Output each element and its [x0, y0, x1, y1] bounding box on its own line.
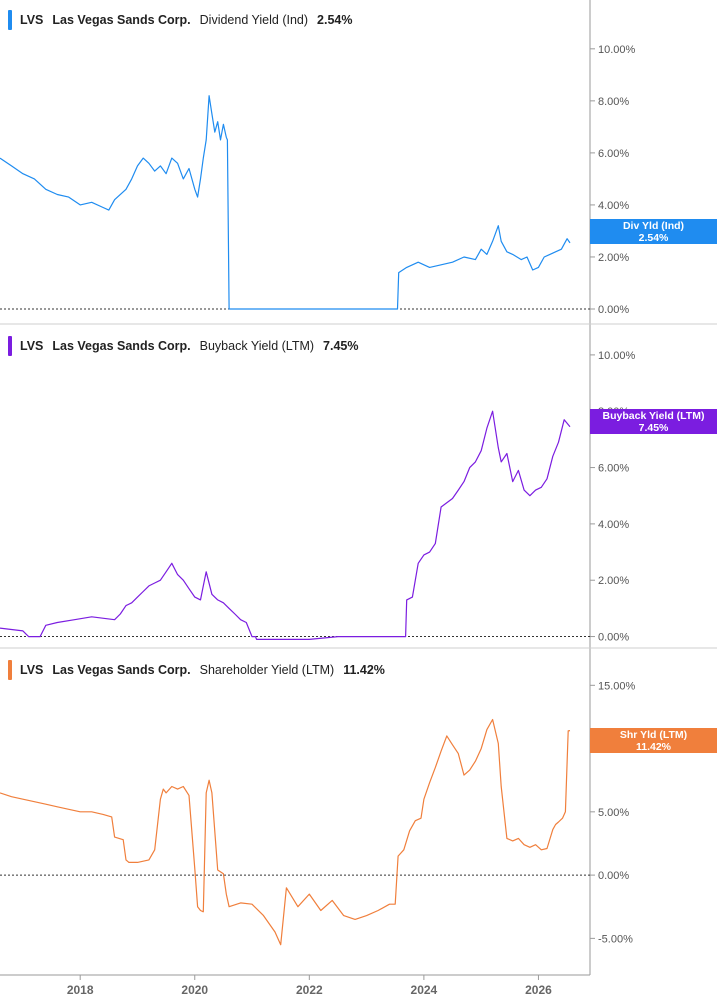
x-tick-label: 2022	[296, 983, 323, 997]
x-tick-label: 2024	[411, 983, 438, 997]
y-tick-label: 0.00%	[598, 304, 629, 316]
y-tick-label: 2.00%	[598, 575, 629, 587]
legend-ticker: LVS	[20, 13, 44, 27]
series-line	[0, 718, 571, 946]
x-tick-label: 2020	[181, 983, 208, 997]
legend-dividend-yield[interactable]: LVS Las Vegas Sands Corp. Dividend Yield…	[8, 8, 368, 32]
y-tick-label: 8.00%	[598, 96, 629, 108]
legend-ticker: LVS	[20, 339, 44, 353]
legend-buyback-yield[interactable]: LVS Las Vegas Sands Corp. Buyback Yield …	[8, 334, 374, 358]
legend-shareholder-yield[interactable]: LVS Las Vegas Sands Corp. Shareholder Yi…	[8, 658, 400, 682]
last-value-badge-dividend: Div Yld (Ind) 2.54%	[590, 219, 717, 244]
badge-value: 7.45%	[638, 421, 669, 434]
legend-value: 7.45%	[323, 339, 359, 353]
badge-value: 2.54%	[638, 231, 669, 244]
badge-value: 11.42%	[635, 740, 672, 753]
x-tick-label: 2026	[525, 983, 552, 997]
legend-value: 2.54%	[317, 13, 353, 27]
badge-label: Div Yld (Ind)	[622, 219, 685, 232]
legend-swatch	[8, 10, 12, 30]
legend-company: Las Vegas Sands Corp.	[52, 339, 191, 353]
y-tick-label: 0.00%	[598, 632, 629, 644]
y-tick-label: 10.00%	[598, 44, 636, 56]
badge-label: Buyback Yield (LTM)	[602, 409, 705, 422]
y-tick-label: 10.00%	[598, 350, 636, 362]
y-tick-label: 6.00%	[598, 148, 629, 160]
legend-metric: Dividend Yield (Ind)	[199, 13, 309, 27]
y-tick-label: 5.00%	[598, 807, 629, 819]
series-line	[0, 95, 571, 310]
y-tick-label: 2.00%	[598, 252, 629, 264]
legend-company: Las Vegas Sands Corp.	[52, 663, 191, 677]
legend-metric: Shareholder Yield (LTM)	[199, 663, 335, 677]
badge-label: Shr Yld (LTM)	[619, 728, 688, 741]
series-line	[0, 410, 571, 641]
y-tick-label: 15.00%	[598, 680, 636, 692]
y-tick-label: 4.00%	[598, 519, 629, 531]
last-value-badge-shareholder: Shr Yld (LTM) 11.42%	[590, 728, 717, 753]
legend-ticker: LVS	[20, 663, 44, 677]
y-tick-label: 4.00%	[598, 200, 629, 212]
legend-swatch	[8, 336, 12, 356]
y-tick-label: 0.00%	[598, 870, 629, 882]
y-tick-label: -5.00%	[598, 933, 633, 945]
last-value-badge-buyback: Buyback Yield (LTM) 7.45%	[590, 409, 717, 434]
legend-company: Las Vegas Sands Corp.	[52, 13, 191, 27]
y-tick-label: 6.00%	[598, 463, 629, 475]
legend-swatch	[8, 660, 12, 680]
x-tick-label: 2018	[67, 983, 94, 997]
legend-metric: Buyback Yield (LTM)	[199, 339, 315, 353]
legend-value: 11.42%	[343, 663, 385, 677]
